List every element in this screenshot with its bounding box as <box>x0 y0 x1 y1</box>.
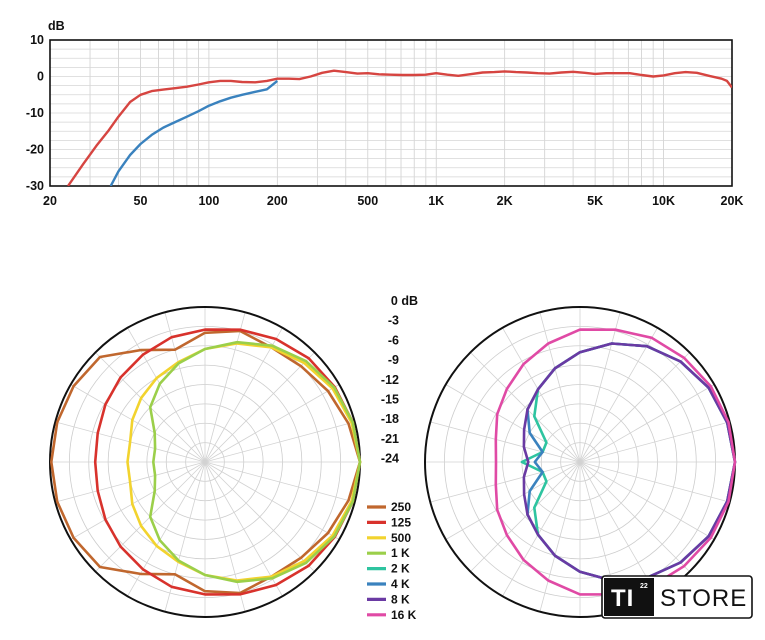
polar-db-label: -3 <box>388 314 399 328</box>
polar-db-label: -18 <box>381 412 399 426</box>
fr-plot-frame <box>49 39 733 187</box>
polar-pattern-1k <box>148 340 362 584</box>
polar-grid-spoke <box>579 461 690 572</box>
polar-grid-spoke <box>502 461 581 597</box>
legend-item: 125 <box>367 515 411 529</box>
polar-db-label: -15 <box>381 393 399 407</box>
fr-x-tick-label: 500 <box>357 194 378 208</box>
polar-grid-spoke <box>127 461 206 597</box>
fr-y-tick-label: -20 <box>26 143 44 157</box>
polar-grid-spoke <box>579 384 715 463</box>
fr-x-tick-label: 20K <box>721 194 744 208</box>
fr-x-tick-label: 1K <box>428 194 444 208</box>
polar-grid-spoke <box>579 327 658 463</box>
legend-label: 1 K <box>391 546 410 560</box>
polar-grid-spoke <box>204 421 355 463</box>
polar-grid-spoke <box>204 461 340 540</box>
polar-grid-spoke <box>204 461 355 503</box>
legend-item: 250 <box>367 500 411 514</box>
polar-grid-spoke <box>204 327 283 463</box>
legend-item: 4 K <box>367 577 410 591</box>
polar-grid-spoke <box>539 312 581 463</box>
polar-db-label: -9 <box>388 353 399 367</box>
polar-grid-spoke <box>204 312 246 463</box>
logo-badge <box>604 578 654 616</box>
fr-x-tick-label: 10K <box>652 194 675 208</box>
polar-plot-high-frequencies <box>424 306 737 618</box>
polar-grid-spoke <box>204 461 283 597</box>
polar-grid-spoke <box>579 312 621 463</box>
polar-grid-spoke <box>127 327 206 463</box>
legend-item: 1 K <box>367 546 410 560</box>
logo-superscript: 22 <box>640 583 648 590</box>
polar-db-label: -24 <box>381 452 399 466</box>
polar-plot-low-frequencies <box>49 306 362 618</box>
fr-x-tick-label: 200 <box>267 194 288 208</box>
legend-label: 250 <box>391 500 411 514</box>
polar-grid-spoke <box>430 461 581 503</box>
polar-grid-spoke <box>430 421 581 463</box>
fr-x-tick-labels: 20 50 100 200 500 1K 2K 5K 10K 20K <box>43 194 743 208</box>
polar-grid-spoke <box>579 461 715 540</box>
polar-pattern-500 <box>126 342 362 582</box>
polar-grid-spoke <box>579 421 730 463</box>
fr-series-lines <box>67 69 732 186</box>
legend-item: 500 <box>367 531 411 545</box>
fr-series-line-1 <box>67 69 732 186</box>
fr-y-tick-label: 10 <box>30 33 44 47</box>
polar-grid-spoke <box>502 327 581 463</box>
legend-label: 2 K <box>391 562 410 576</box>
polar-db-scale-labels: 0 dB -3 -6 -9 -12 -15 -18 -21 -24 <box>381 294 418 466</box>
polar-db-label: 0 dB <box>391 294 418 308</box>
polar-grid-spoke <box>204 461 246 612</box>
legend-label: 125 <box>391 515 411 529</box>
polar-grid-spoke <box>70 384 206 463</box>
fr-x-tick-label: 100 <box>198 194 219 208</box>
polar-grid-spoke <box>539 461 581 612</box>
fr-x-tick-label: 50 <box>134 194 148 208</box>
polar-grid-spoke <box>579 352 690 463</box>
fr-y-tick-labels: 10 0 -10 -20 -30 <box>26 33 44 193</box>
polar-grid-spoke <box>445 384 581 463</box>
polar-grid-spoke <box>204 384 340 463</box>
fr-grid <box>50 40 732 186</box>
legend-label: 16 K <box>391 608 417 622</box>
fr-y-tick-label: -10 <box>26 106 44 120</box>
polar-pattern-125 <box>93 328 362 596</box>
polar-grid-spoke <box>470 352 581 463</box>
fr-x-tick-label: 2K <box>497 194 513 208</box>
polar-db-label: -21 <box>381 432 399 446</box>
store-logo: TI 22 STORE <box>601 575 753 619</box>
logo-store-text: STORE <box>660 585 747 612</box>
frequency-response-chart: dB 100-10-20-30 20 50 100 200 500 1K 2K 5K 10K 20… <box>26 19 744 208</box>
fr-y-tick-label: 0 <box>37 70 44 84</box>
legend-label: 4 K <box>391 577 410 591</box>
legend-item: 2 K <box>367 562 410 576</box>
polar-grid-spoke <box>579 461 730 503</box>
fr-series-line-2 <box>109 79 279 186</box>
polar-db-label: -6 <box>388 333 399 347</box>
logo-badge-text: TI <box>611 585 634 612</box>
polar-grid-spoke <box>579 461 658 597</box>
polar-grid-spoke <box>470 461 581 572</box>
polar-grid-spoke <box>204 461 315 572</box>
polar-grid-spoke <box>204 352 315 463</box>
fr-y-axis-label: dB <box>48 19 65 33</box>
fr-x-tick-label: 5K <box>587 194 603 208</box>
legend-label: 500 <box>391 531 411 545</box>
legend-item: 8 K <box>367 592 410 606</box>
fr-x-tick-label: 20 <box>43 194 57 208</box>
fr-y-tick-label: -30 <box>26 179 44 193</box>
polar-grid-spoke <box>445 461 581 540</box>
legend-item: 16 K <box>367 608 417 622</box>
legend-label: 8 K <box>391 592 410 606</box>
polar-db-label: -12 <box>381 373 399 387</box>
polar-grid-spoke <box>70 461 206 540</box>
